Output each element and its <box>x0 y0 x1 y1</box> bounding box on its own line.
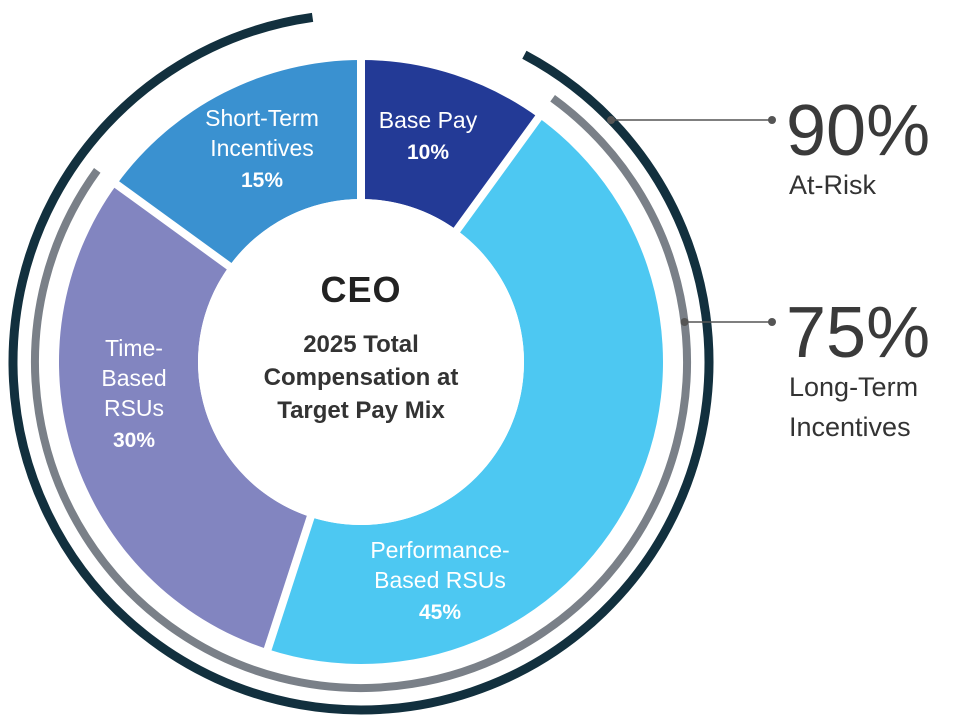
slice-label-performance-based-rsus: Performance- Based RSUs 45% <box>370 537 509 624</box>
labels-layer: Base Pay 10% Performance- Based RSUs 45% Time… <box>101 105 509 624</box>
slice-label-line: Based RSUs <box>374 567 506 593</box>
slice-time-based-rsus <box>59 184 311 650</box>
slice-label-base-pay: Base Pay 10% <box>379 107 478 164</box>
slice-label-time-based-rsus: Time- Based RSUs 30% <box>101 335 166 452</box>
callout-long-term-incentives: 75%Long-Term Incentives <box>680 293 930 442</box>
slice-label-short-term-incentives: Short-Term Incentives 15% <box>205 105 319 192</box>
slice-label-line: Time- <box>105 335 163 361</box>
callout-start-dot <box>607 116 616 124</box>
center-text: CEO 2025 Total Compensation at Target Pay M… <box>264 269 459 424</box>
slice-value-label: 10% <box>407 141 449 164</box>
center-subtitle-line: Target Pay Mix <box>277 397 445 424</box>
slice-label-line: Performance- <box>370 537 509 563</box>
callout-at-risk: 90%At-Risk <box>607 91 930 200</box>
slice-value-label: 30% <box>113 429 155 452</box>
callout-value: 90% <box>786 91 930 171</box>
callout-start-dot <box>680 318 689 326</box>
arc-at-risk <box>8 12 714 715</box>
callout-end-dot <box>768 318 776 326</box>
slice-label-line: RSUs <box>104 395 164 421</box>
slice-label-line: Incentives <box>210 135 314 161</box>
slice-label-line: Based <box>101 365 166 391</box>
callout-end-dot <box>768 116 776 124</box>
center-subtitle-line: 2025 Total <box>303 331 419 358</box>
slice-value-label: 15% <box>241 169 283 192</box>
slice-separator <box>111 178 234 271</box>
slice-label-line: Base Pay <box>379 107 478 133</box>
callout-label-line: Incentives <box>789 412 911 442</box>
slice-short-term-incentives <box>116 60 361 267</box>
slice-separator <box>452 112 545 235</box>
center-title: CEO <box>320 269 401 310</box>
slice-separator <box>262 513 316 655</box>
slice-label-line: Short-Term <box>205 105 319 131</box>
slice-value-label: 45% <box>419 601 461 624</box>
slice-base-pay <box>361 60 539 231</box>
slice-performance-based-rsus <box>267 117 663 664</box>
arcs-layer <box>8 12 714 715</box>
slices-layer <box>59 56 663 664</box>
arc-long-term-incentives <box>31 95 691 692</box>
center-subtitle-line: Compensation at <box>264 364 459 391</box>
callout-label-line: At-Risk <box>789 170 876 200</box>
callout-label-line: Long-Term <box>789 372 918 402</box>
center-hole <box>198 199 524 525</box>
callouts-layer: 90%At-Risk 75%Long-Term Incentives <box>607 91 930 442</box>
callout-value: 75% <box>786 293 930 373</box>
